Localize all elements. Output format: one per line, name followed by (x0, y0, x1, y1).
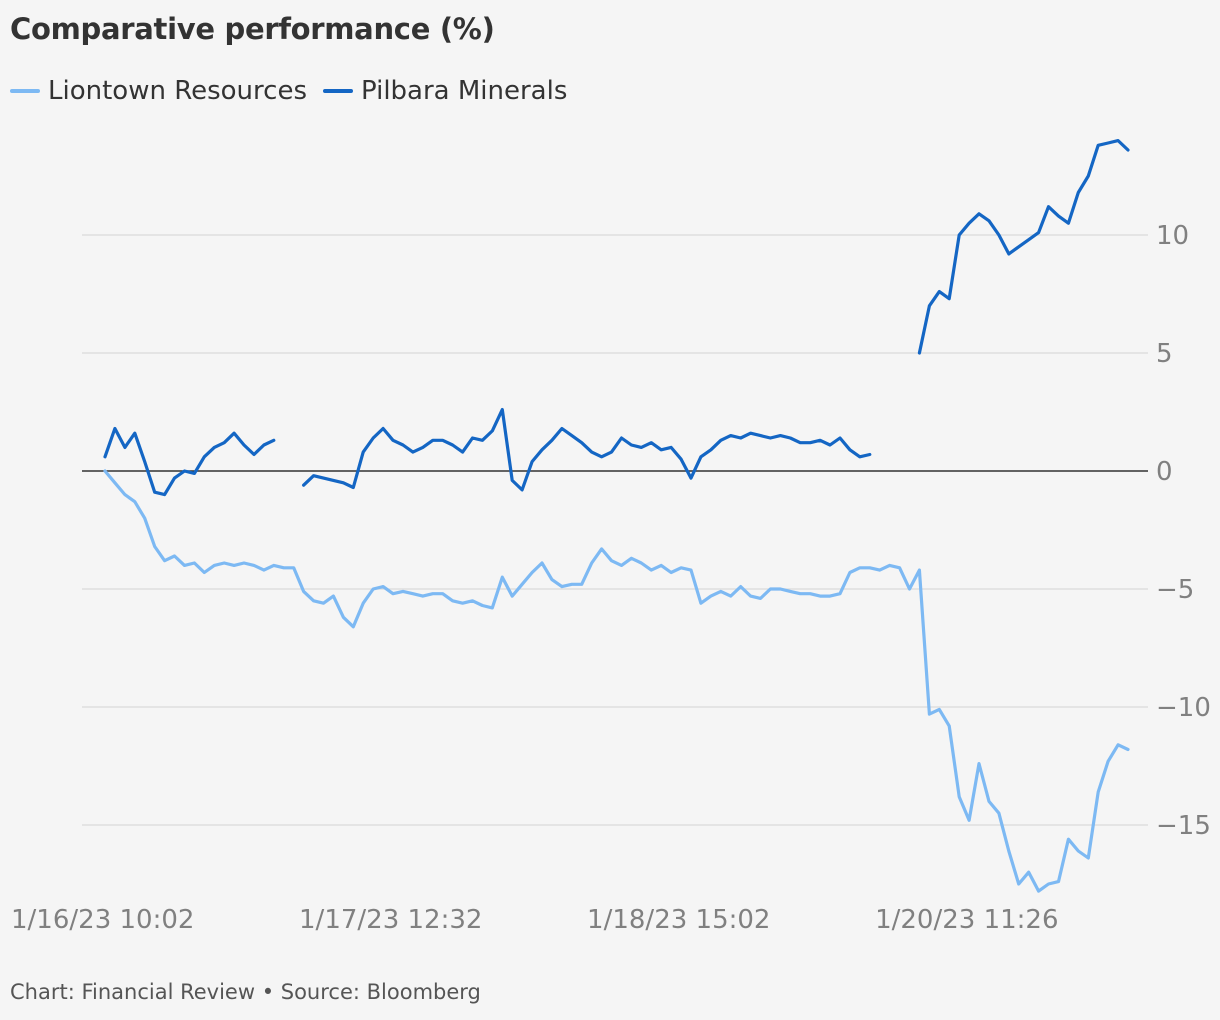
y-tick-label: 0 (1156, 457, 1173, 487)
legend-swatch-pilbara (322, 89, 353, 93)
grid-layer (82, 234, 1148, 826)
chart-title: Comparative performance (%) (10, 12, 495, 46)
x-tick-label: 1/20/23 11:26 (875, 905, 1058, 935)
y-tick-label: −5 (1156, 575, 1194, 605)
series-layer (103, 139, 1130, 893)
x-tick-label: 1/17/23 12:32 (299, 905, 482, 935)
y-tick-label: 10 (1156, 221, 1189, 251)
chart-legend: Liontown Resources Pilbara Minerals (10, 76, 583, 106)
y-tick-label: −15 (1156, 811, 1211, 841)
chart-source-footer: Chart: Financial Review • Source: Bloomb… (10, 980, 481, 1004)
y-tick-label: −10 (1156, 693, 1211, 723)
x-tick-label: 1/16/23 10:02 (11, 905, 194, 935)
series-line-pilbara (917, 139, 1130, 355)
series-line-pilbara (302, 408, 872, 492)
legend-label-pilbara: Pilbara Minerals (360, 76, 568, 106)
legend-swatch-liontown (10, 89, 40, 93)
legend-item-pilbara: Pilbara Minerals (322, 76, 568, 106)
legend-label-liontown: Liontown Resources (48, 76, 307, 106)
y-tick-label: 5 (1156, 339, 1173, 369)
series-line-pilbara (103, 426, 276, 497)
x-tick-label: 1/18/23 15:02 (587, 905, 770, 935)
legend-item-liontown: Liontown Resources (10, 76, 307, 106)
series-line-liontown (103, 469, 1130, 893)
tick-layer: −15 −10 −5 0 10 5 1/16/23 10:02 1/17/23 12:32 1/… (11, 221, 1211, 935)
